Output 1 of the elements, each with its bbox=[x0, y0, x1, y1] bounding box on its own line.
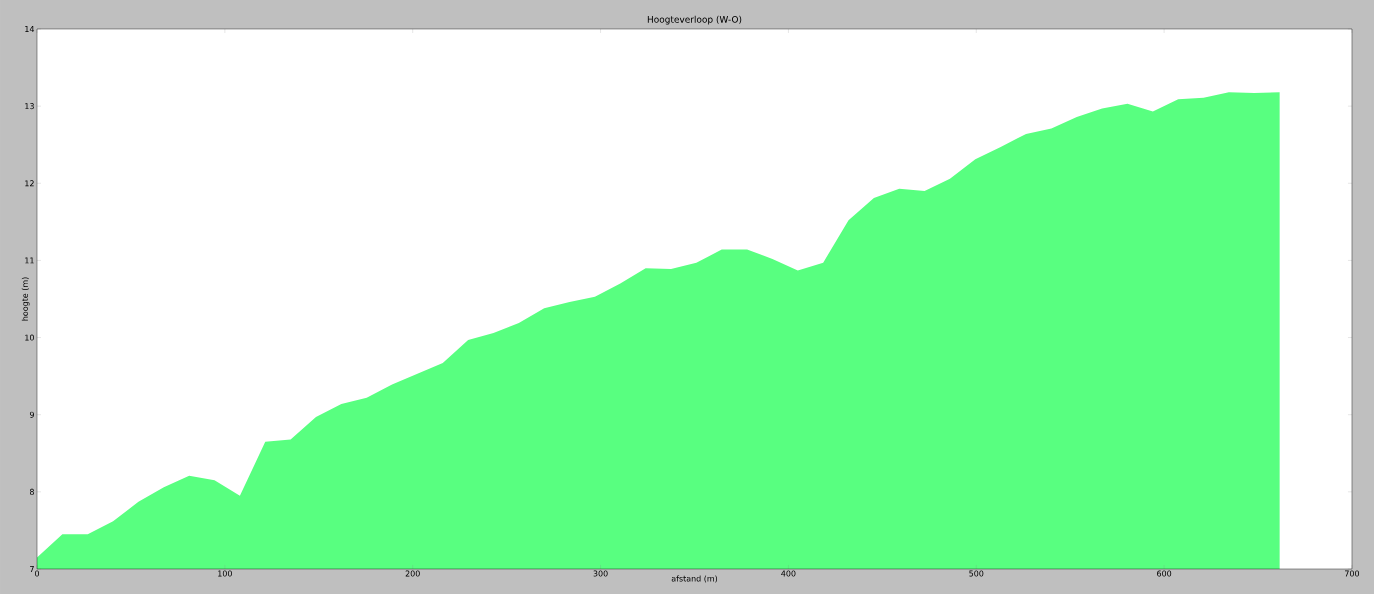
chart-title: Hoogteverloop (W-O) bbox=[647, 15, 742, 25]
